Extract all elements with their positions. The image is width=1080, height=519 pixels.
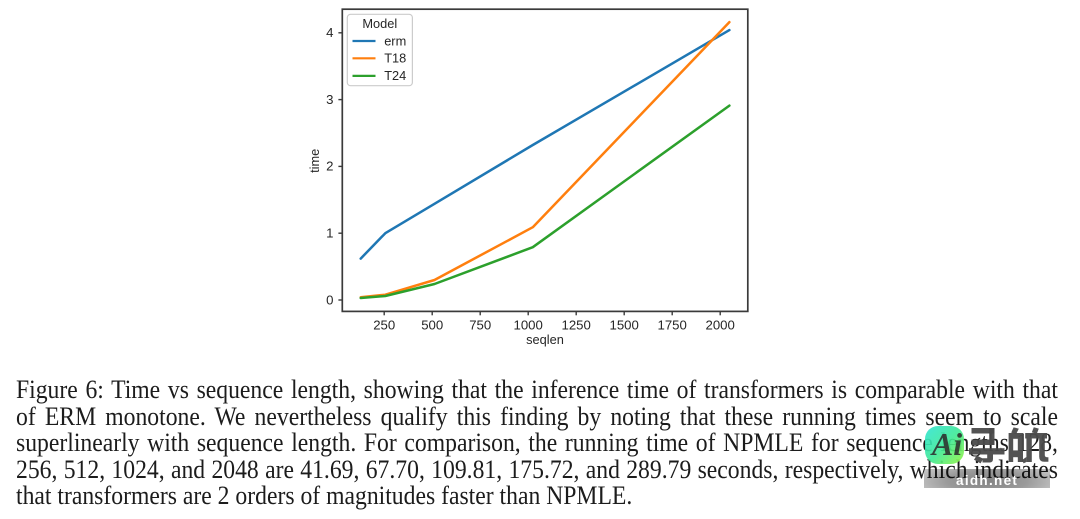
svg-text:500: 500	[421, 318, 443, 333]
svg-text:seqlen: seqlen	[526, 332, 564, 347]
svg-text:4: 4	[326, 25, 333, 40]
svg-text:3: 3	[326, 92, 333, 107]
svg-text:time: time	[307, 149, 322, 173]
svg-text:erm: erm	[384, 33, 406, 48]
svg-text:1: 1	[326, 226, 333, 241]
svg-text:250: 250	[373, 318, 395, 333]
svg-text:T24: T24	[384, 68, 406, 83]
svg-text:1250: 1250	[562, 318, 591, 333]
svg-text:2: 2	[326, 159, 333, 174]
svg-text:1500: 1500	[610, 318, 639, 333]
svg-text:1000: 1000	[514, 318, 543, 333]
svg-text:1750: 1750	[658, 318, 687, 333]
svg-text:Model: Model	[362, 16, 397, 31]
svg-text:2000: 2000	[706, 318, 735, 333]
svg-text:0: 0	[326, 292, 333, 307]
svg-text:T18: T18	[384, 51, 406, 66]
svg-text:750: 750	[469, 318, 491, 333]
